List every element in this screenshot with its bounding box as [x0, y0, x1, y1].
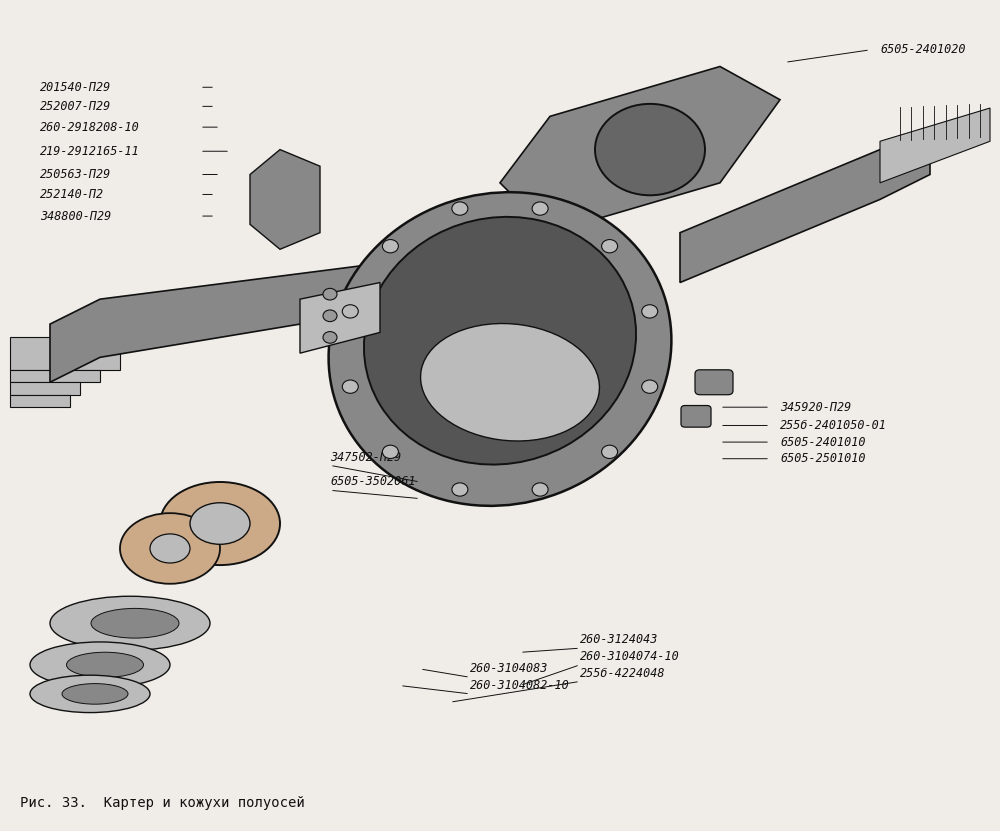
Text: 260-3104074-10: 260-3104074-10: [580, 650, 680, 663]
Text: 252007-П29: 252007-П29: [40, 100, 111, 113]
Text: 252140-П2: 252140-П2: [40, 188, 104, 201]
Circle shape: [452, 202, 468, 215]
Circle shape: [323, 310, 337, 322]
Ellipse shape: [30, 642, 170, 687]
Text: 255б-4224048: 255б-4224048: [580, 666, 666, 680]
Circle shape: [532, 202, 548, 215]
Circle shape: [382, 239, 398, 253]
Circle shape: [602, 445, 618, 459]
Ellipse shape: [160, 482, 280, 565]
Circle shape: [452, 483, 468, 496]
Ellipse shape: [329, 192, 671, 506]
Polygon shape: [880, 108, 990, 183]
Bar: [10, 370, 100, 382]
Bar: [10, 395, 70, 407]
Ellipse shape: [91, 608, 179, 638]
Text: 6505-2401010: 6505-2401010: [780, 435, 866, 449]
Text: 347502-П29: 347502-П29: [330, 450, 401, 464]
Bar: [10, 337, 120, 370]
Polygon shape: [250, 150, 320, 249]
Circle shape: [642, 305, 658, 318]
Text: 260-2918208-10: 260-2918208-10: [40, 120, 140, 134]
Text: 260-3104082-10: 260-3104082-10: [470, 679, 570, 692]
Polygon shape: [680, 141, 930, 283]
Polygon shape: [500, 66, 780, 233]
Circle shape: [342, 380, 358, 393]
Text: 6505-2501010: 6505-2501010: [780, 452, 866, 465]
Circle shape: [532, 483, 548, 496]
Bar: [10, 382, 80, 395]
Text: 260-3124043: 260-3124043: [580, 633, 658, 647]
Polygon shape: [300, 283, 380, 353]
Polygon shape: [50, 266, 360, 382]
Text: 6505-2401020: 6505-2401020: [880, 43, 966, 57]
Ellipse shape: [364, 217, 636, 465]
Circle shape: [595, 104, 705, 195]
Text: Рис. 33.  Картер и кожухи полуосей: Рис. 33. Картер и кожухи полуосей: [20, 796, 305, 810]
Circle shape: [382, 445, 398, 459]
Text: 6505-3502061: 6505-3502061: [330, 475, 416, 489]
Text: 219-2912165-11: 219-2912165-11: [40, 145, 140, 158]
Circle shape: [642, 380, 658, 393]
Text: 260-3104083: 260-3104083: [470, 662, 548, 676]
Circle shape: [323, 332, 337, 343]
Ellipse shape: [120, 513, 220, 583]
Ellipse shape: [66, 652, 144, 677]
Ellipse shape: [62, 684, 128, 704]
Text: 348800-П29: 348800-П29: [40, 209, 111, 223]
Circle shape: [602, 239, 618, 253]
Ellipse shape: [190, 503, 250, 544]
FancyBboxPatch shape: [681, 406, 711, 427]
Text: 201540-П29: 201540-П29: [40, 81, 111, 94]
Ellipse shape: [421, 323, 599, 441]
Ellipse shape: [30, 675, 150, 712]
Ellipse shape: [150, 534, 190, 563]
Ellipse shape: [50, 597, 210, 650]
Text: 345920-П29: 345920-П29: [780, 401, 851, 414]
Text: 255б-2401050-01: 255б-2401050-01: [780, 419, 887, 432]
Circle shape: [342, 305, 358, 318]
Text: 250563-П29: 250563-П29: [40, 168, 111, 181]
Circle shape: [323, 288, 337, 300]
FancyBboxPatch shape: [695, 370, 733, 395]
